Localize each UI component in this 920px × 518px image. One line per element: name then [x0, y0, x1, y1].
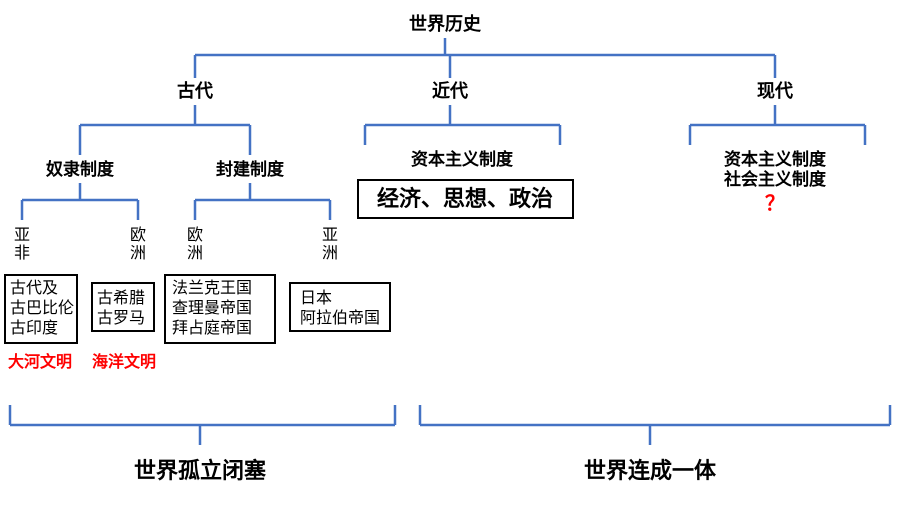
- era-ancient: 古代: [177, 80, 213, 101]
- slave-asia-africa-2: 非: [14, 244, 30, 262]
- feudal-europe-1: 欧: [187, 226, 203, 244]
- bottom-right-label: 世界连成一体: [584, 458, 717, 483]
- slave-europe-1: 欧: [130, 226, 146, 244]
- root-label: 世界历史: [409, 13, 482, 34]
- bracket-contemporary: [690, 105, 865, 145]
- box-feudal-europe-l1: 法兰克王国: [172, 279, 252, 297]
- box-slave-asia-l2: 古巴比伦: [10, 299, 74, 317]
- bracket-root: [195, 38, 775, 78]
- box-feudal-asia-l2: 阿拉伯帝国: [300, 309, 380, 327]
- box-feudal-europe-l3: 拜占庭帝国: [172, 319, 252, 337]
- box-feudal-europe-l2: 查理曼帝国: [172, 299, 252, 317]
- feudal-asia-1: 亚: [322, 227, 338, 244]
- system-feudal: 封建制度: [216, 159, 285, 179]
- red-river-civ: 大河文明: [8, 352, 72, 371]
- bracket-bottom-right: [420, 405, 890, 445]
- era-modern: 近代: [432, 80, 468, 101]
- feudal-europe-2: 洲: [187, 245, 203, 262]
- box-slave-europe-l1: 古希腊: [97, 289, 145, 307]
- contemp-socialism: 社会主义制度: [723, 169, 827, 189]
- bottom-left-label: 世界孤立闭塞: [134, 458, 267, 483]
- slave-asia-africa-1: 亚: [14, 227, 30, 244]
- bracket-bottom-left: [10, 405, 395, 445]
- bracket-feudal: [195, 183, 330, 220]
- feudal-asia-2: 洲: [322, 245, 338, 262]
- box-slave-asia-l1: 古代及: [10, 279, 58, 297]
- red-question: ？: [765, 193, 785, 215]
- bracket-modern: [365, 105, 560, 145]
- box-feudal-asia-l1: 日本: [300, 289, 332, 307]
- box-modern-text: 经济、思想、政治: [377, 186, 553, 211]
- bracket-slave: [22, 183, 138, 220]
- box-slave-europe-l2: 古罗马: [97, 309, 145, 327]
- box-slave-asia-l3: 古印度: [10, 319, 58, 337]
- system-slave: 奴隶制度: [45, 159, 115, 179]
- era-contemporary: 现代: [757, 81, 793, 101]
- red-sea-civ: 海洋文明: [92, 352, 156, 371]
- contemp-capitalism: 资本主义制度: [724, 149, 827, 169]
- modern-system-label: 资本主义制度: [411, 149, 514, 169]
- slave-europe-2: 洲: [130, 245, 146, 262]
- bracket-ancient: [80, 105, 250, 155]
